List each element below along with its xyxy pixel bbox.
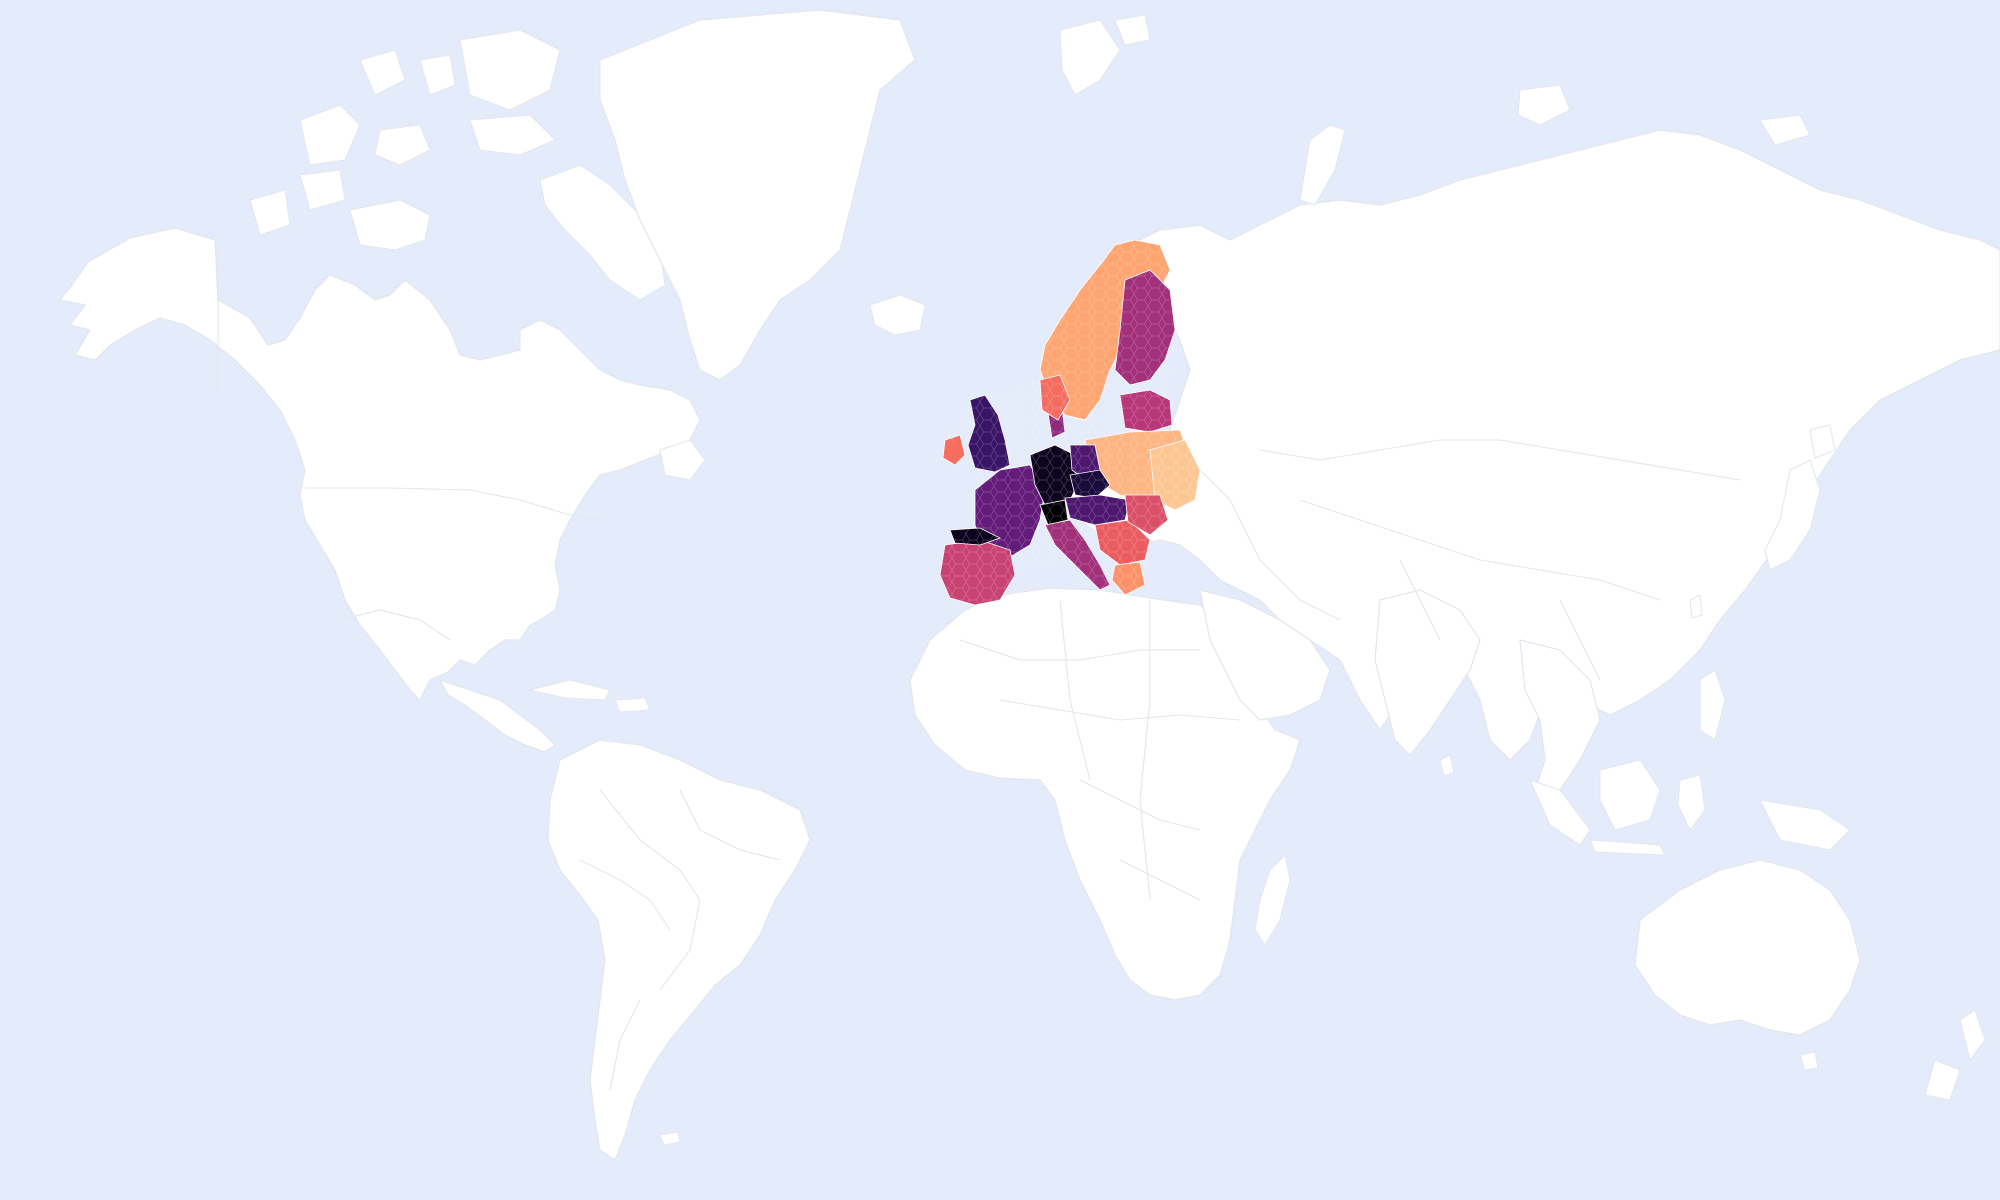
land-north-america <box>59 227 701 701</box>
island-new-guinea <box>1759 799 1851 851</box>
island-cuba <box>529 679 611 701</box>
island-banks <box>299 104 361 166</box>
border-south-america-d <box>679 789 781 861</box>
island-svalbard <box>1059 19 1121 96</box>
border-africa-d <box>1119 859 1201 901</box>
island-svalbard-b <box>1114 14 1151 46</box>
border-africa-c <box>1079 779 1201 831</box>
island-iceland <box>869 294 926 336</box>
land-central-america <box>439 679 556 753</box>
island-victoria <box>349 199 431 251</box>
island-arctic-e <box>249 189 291 236</box>
island-new-zealand-north <box>1959 1009 1986 1062</box>
border-south-america-c <box>609 999 641 1091</box>
island-arctic-c <box>359 49 406 96</box>
island-sumatra <box>1529 779 1591 846</box>
island-japan <box>1764 459 1821 571</box>
border-eurasia-e <box>1559 599 1601 681</box>
island-devon <box>469 114 556 156</box>
island-falklands <box>659 1131 681 1146</box>
island-severnaya <box>1517 84 1571 126</box>
border-africa-e <box>1059 599 1091 781</box>
island-baffin <box>539 164 666 301</box>
border-africa-a <box>959 639 1200 661</box>
island-borneo <box>1599 759 1661 831</box>
island-java <box>1589 839 1666 856</box>
island-hokkaido <box>1809 424 1836 459</box>
island-tasmania <box>1799 1051 1819 1071</box>
border-africa-f <box>1139 600 1151 901</box>
border-africa-b <box>999 699 1241 721</box>
land-india <box>1374 589 1481 756</box>
island-novaya-zemlya <box>1299 124 1346 206</box>
border-canada-us <box>305 487 601 521</box>
land-arabia <box>1199 589 1331 721</box>
border-south-america-a <box>599 789 701 991</box>
border-south-america-b <box>579 859 671 931</box>
island-sri-lanka <box>1439 754 1455 777</box>
border-eurasia-a <box>1259 439 1741 481</box>
border-eurasia-f <box>1199 469 1251 541</box>
island-taiwan <box>1689 594 1703 619</box>
island-arctic-a <box>374 124 431 166</box>
border-us-mexico <box>339 609 451 641</box>
land-africa <box>909 587 1301 1001</box>
island-madagascar <box>1254 853 1291 946</box>
island-ellesmere <box>459 29 561 111</box>
border-eurasia-b <box>1299 499 1661 601</box>
island-philippines <box>1699 669 1726 741</box>
island-new-siberian <box>1759 114 1811 146</box>
land-greenland <box>599 9 916 381</box>
land-australia <box>1634 859 1861 1036</box>
island-newfoundland <box>659 439 706 481</box>
border-eurasia-d <box>1399 559 1441 641</box>
island-arctic-b <box>419 54 456 96</box>
island-sulawesi <box>1677 774 1706 831</box>
island-arctic-d <box>299 169 346 211</box>
island-new-zealand-south <box>1924 1059 1961 1101</box>
island-hispaniola <box>614 697 651 713</box>
land-south-america <box>547 739 811 1161</box>
